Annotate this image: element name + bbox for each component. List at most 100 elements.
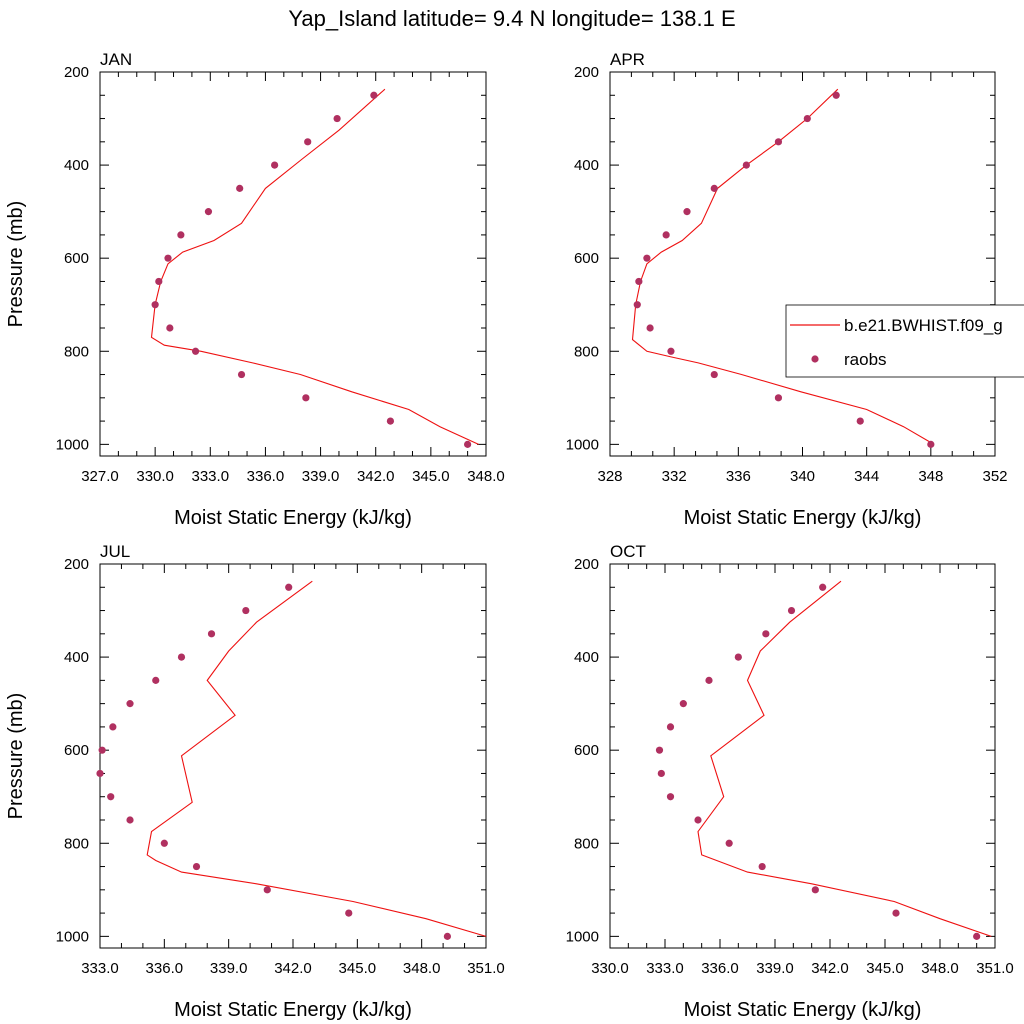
raobs-point-jul xyxy=(107,793,115,801)
x-tick-label: 348.0 xyxy=(467,468,505,485)
x-tick-label: 342.0 xyxy=(357,468,395,485)
model-line-jan xyxy=(150,88,479,445)
plot-frame-apr xyxy=(609,71,996,457)
x-tick-label: 333.0 xyxy=(192,468,230,485)
x-tick-label: 327.0 xyxy=(81,468,119,485)
panel-label-jul: JUL xyxy=(100,542,130,561)
y-tick-label: 800 xyxy=(64,835,89,852)
plot-frame-oct xyxy=(609,563,996,949)
x-tick-label: 340 xyxy=(790,468,815,485)
raobs-point-jan xyxy=(370,91,378,99)
x-tick-label: 336 xyxy=(726,468,751,485)
y-tick-label: 600 xyxy=(574,250,599,267)
raobs-point-apr xyxy=(927,440,935,448)
panel-apr: APR 328 332 336 340 344 348 352 200 400 600 800 1000… xyxy=(566,50,1008,529)
raobs-point-apr xyxy=(667,347,675,355)
raobs-point-jul xyxy=(242,606,250,615)
x-tick-label: 339.0 xyxy=(210,960,248,977)
x-tick-label: 336.0 xyxy=(146,960,184,977)
x-tick-label: 330.0 xyxy=(591,960,629,977)
raobs-point-oct xyxy=(666,793,675,801)
raobs-point-apr xyxy=(662,231,670,239)
raobs-point-oct xyxy=(819,583,827,591)
y-tick-label: 800 xyxy=(574,343,599,360)
y-tick-label: 800 xyxy=(574,835,599,852)
y-tick-label: 200 xyxy=(574,64,599,81)
raobs-point-jan xyxy=(164,254,172,262)
y-tick-label: 200 xyxy=(574,556,599,573)
y-tick-label: 600 xyxy=(574,742,599,759)
raobs-point-apr xyxy=(646,324,654,332)
raobs-point-jul xyxy=(109,723,117,731)
raobs-point-oct xyxy=(734,653,742,661)
x-tick-label: 339.0 xyxy=(756,960,794,977)
plot-frame-jan xyxy=(99,71,487,457)
x-tick-label: 333.0 xyxy=(646,960,684,977)
x-tick-label: 348.0 xyxy=(921,960,959,977)
x-tick-label: 333.0 xyxy=(81,960,119,977)
panels: JAN 327.0 330.0 333.0 336.0 339.0 342.0 345.0 34… xyxy=(5,50,1014,1021)
x-tick-label: 344 xyxy=(854,468,879,485)
raobs-point-jul xyxy=(96,769,104,778)
legend: b.e21.BWHIST.f09_g raobs xyxy=(785,304,1024,378)
x-tick-label: 332 xyxy=(662,468,687,485)
y-tick-label: 600 xyxy=(64,742,89,759)
raobs-point-jul xyxy=(192,862,201,871)
y-tick-label: 800 xyxy=(64,343,89,360)
legend-model-label: b.e21.BWHIST.f09_g xyxy=(844,316,1003,335)
raobs-point-apr xyxy=(856,417,864,425)
raobs-point-jan xyxy=(302,394,310,402)
raobs-point-oct xyxy=(694,816,702,824)
raobs-point-oct xyxy=(787,606,796,615)
panel-label-apr: APR xyxy=(610,50,645,69)
raobs-point-jul xyxy=(152,676,160,684)
x-tick-label: 339.0 xyxy=(302,468,340,485)
raobs-point-oct xyxy=(892,909,900,917)
y-axis-title-jan: Pressure (mb) xyxy=(5,201,27,328)
raobs-point-apr xyxy=(635,277,643,286)
raobs-point-jan xyxy=(333,114,341,123)
y-tick-label: 400 xyxy=(64,157,89,174)
raobs-point-apr xyxy=(643,254,651,262)
y-tick-label: 1000 xyxy=(56,928,89,945)
x-axis-title-oct: Moist Static Energy (kJ/kg) xyxy=(684,999,922,1021)
raobs-point-jan xyxy=(271,161,279,169)
x-tick-label: 348.0 xyxy=(403,960,441,977)
y-tick-label: 200 xyxy=(64,64,89,81)
raobs-point-apr xyxy=(832,91,840,99)
raobs-point-apr xyxy=(633,301,641,309)
raobs-point-jan xyxy=(177,231,185,239)
model-line-jul xyxy=(146,580,487,937)
model-line-oct xyxy=(697,580,992,937)
x-axis-title-jul: Moist Static Energy (kJ/kg) xyxy=(174,999,412,1021)
x-tick-label: 348 xyxy=(918,468,943,485)
y-tick-label: 1000 xyxy=(566,436,599,453)
raobs-point-jan xyxy=(386,417,395,425)
x-tick-label: 351.0 xyxy=(467,960,505,977)
x-tick-label: 345.0 xyxy=(412,468,450,485)
raobs-point-oct xyxy=(657,769,665,778)
y-tick-label: 1000 xyxy=(566,928,599,945)
y-tick-label: 400 xyxy=(64,649,89,666)
raobs-point-oct xyxy=(705,676,713,684)
raobs-point-jul xyxy=(126,700,134,708)
raobs-point-apr xyxy=(803,114,811,123)
raobs-point-oct xyxy=(973,932,981,940)
raobs-point-jul xyxy=(98,746,106,754)
x-tick-label: 345.0 xyxy=(866,960,904,977)
raobs-point-jul xyxy=(443,932,451,940)
x-tick-label: 330.0 xyxy=(136,468,174,485)
raobs-point-jul xyxy=(345,909,353,917)
raobs-point-jan xyxy=(304,138,312,146)
raobs-point-oct xyxy=(811,886,819,894)
x-tick-label: 351.0 xyxy=(976,960,1014,977)
x-axis-title-jan: Moist Static Energy (kJ/kg) xyxy=(174,507,412,529)
x-tick-label: 328 xyxy=(597,468,622,485)
figure-title: Yap_Island latitude= 9.4 N longitude= 13… xyxy=(288,6,735,31)
raobs-point-jan xyxy=(166,324,174,332)
raobs-point-oct xyxy=(758,862,766,871)
y-tick-label: 200 xyxy=(64,556,89,573)
raobs-point-jan xyxy=(236,184,244,192)
raobs-point-jan xyxy=(237,370,246,379)
raobs-point-jul xyxy=(207,630,216,638)
